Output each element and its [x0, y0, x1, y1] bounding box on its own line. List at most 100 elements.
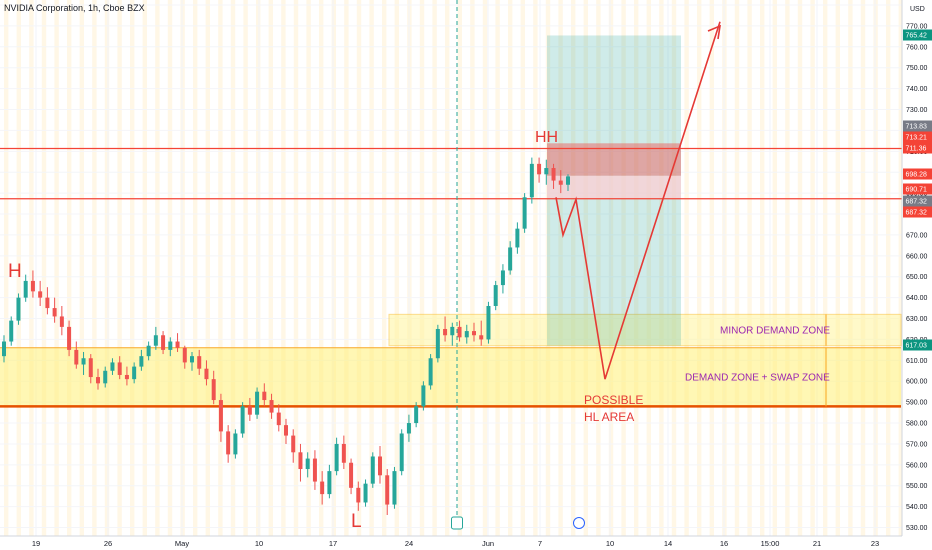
price-badge-bg	[903, 168, 932, 180]
price-badge-label: 765.42	[906, 33, 928, 40]
price-tick-label: 750.00	[906, 65, 928, 72]
session-stripe	[268, 0, 273, 536]
candle	[67, 320, 72, 357]
candle-body	[30, 280, 35, 292]
candle	[334, 437, 339, 476]
candle	[59, 305, 64, 336]
price-badge-bg	[903, 339, 932, 351]
session-stripe	[797, 0, 803, 536]
price-tick-label: 540.00	[906, 504, 928, 511]
time-tick-label: 19	[32, 539, 40, 548]
candle	[450, 322, 455, 346]
candle-body	[327, 471, 332, 495]
candle	[320, 471, 325, 505]
candle-body	[218, 400, 223, 432]
session-stripe	[230, 0, 236, 536]
candle	[472, 322, 476, 342]
candle	[493, 280, 498, 311]
session-stripe	[142, 0, 147, 536]
candle-body	[146, 345, 151, 357]
session-stripe	[205, 0, 210, 536]
time-tick-label: 7	[538, 539, 542, 548]
price-tick-label: 550.00	[906, 483, 928, 490]
price-badge-label: 617.03	[906, 343, 928, 350]
candle-body	[211, 379, 216, 401]
price-badge-bg	[903, 142, 932, 154]
session-stripe	[180, 0, 185, 536]
session-stripe	[256, 0, 261, 536]
session-stripe	[860, 0, 866, 536]
session-stripe	[495, 0, 500, 536]
candle	[558, 170, 563, 194]
candle-body	[479, 335, 484, 340]
candle-body	[500, 270, 505, 286]
candle	[132, 362, 137, 384]
time-tick-label: 23	[871, 539, 879, 548]
candle-body	[486, 305, 491, 340]
time-tick-label: 15:00	[761, 539, 780, 548]
candle	[96, 368, 100, 390]
price-tick-label: 560.00	[906, 462, 928, 469]
candle-body	[168, 341, 173, 350]
price-badge-label: 713.83	[906, 124, 928, 131]
session-stripe	[684, 0, 689, 536]
time-tick-label: 14	[664, 539, 672, 548]
time-tick-label: 24	[405, 539, 413, 548]
candle	[218, 393, 223, 442]
candle-body	[385, 475, 390, 505]
session-stripe	[319, 0, 324, 536]
candle	[392, 466, 397, 509]
label-hl-area: HL AREA	[584, 410, 634, 424]
session-stripe	[823, 0, 828, 536]
price-tick-label: 580.00	[906, 421, 928, 428]
price-axis: 530.00 540.00 550.00 560.00 570.00 580.00 590.…	[901, 0, 932, 550]
position-entry-band	[547, 175, 681, 199]
candle-body	[341, 443, 346, 463]
price-badge: 687.32	[903, 206, 932, 218]
candle-body	[558, 180, 563, 185]
session-stripe	[4, 0, 9, 536]
candle-body	[204, 368, 209, 380]
candle-body	[443, 328, 448, 336]
candle	[443, 316, 448, 342]
candle-body	[537, 163, 542, 175]
chart-title[interactable]: NVIDIA Corporation, 1h, Cboe BZX	[4, 3, 145, 13]
candle-body	[378, 456, 382, 476]
candle	[341, 435, 346, 470]
price-tick-label: 570.00	[906, 441, 928, 448]
candle-body	[421, 385, 426, 407]
candle	[500, 264, 505, 294]
projection-path	[555, 21, 721, 380]
time-tick-label: 26	[104, 539, 112, 548]
session-stripe	[104, 0, 110, 536]
price-badge: 687.32	[903, 195, 932, 207]
candle-body	[52, 308, 57, 317]
candle	[414, 402, 419, 428]
session-stripe	[873, 0, 878, 536]
price-tick-label: 660.00	[906, 253, 928, 260]
candle-body	[312, 458, 317, 482]
price-badge-label: 687.32	[906, 199, 928, 206]
candle-body	[493, 285, 498, 306]
price-badge-label: 713.21	[906, 135, 928, 142]
session-stripe	[155, 0, 160, 536]
price-badge: 690.71	[903, 183, 932, 195]
session-stripe	[67, 0, 72, 536]
price-tick-label: 740.00	[906, 86, 928, 93]
candle-body	[544, 168, 549, 175]
time-tick-label: 10	[255, 539, 263, 548]
candle	[378, 446, 382, 484]
session-stripe	[898, 0, 903, 536]
candle-body	[472, 331, 476, 336]
candle	[479, 320, 484, 346]
session-stripe	[293, 0, 299, 536]
session-stripe	[92, 0, 97, 536]
session-stripe	[545, 0, 551, 536]
price-tick-label: 730.00	[906, 107, 928, 114]
price-badge: 711.36	[903, 142, 932, 154]
candle-body	[508, 247, 513, 271]
candle	[16, 293, 21, 325]
candle	[522, 193, 527, 233]
session-stripe	[621, 0, 626, 536]
